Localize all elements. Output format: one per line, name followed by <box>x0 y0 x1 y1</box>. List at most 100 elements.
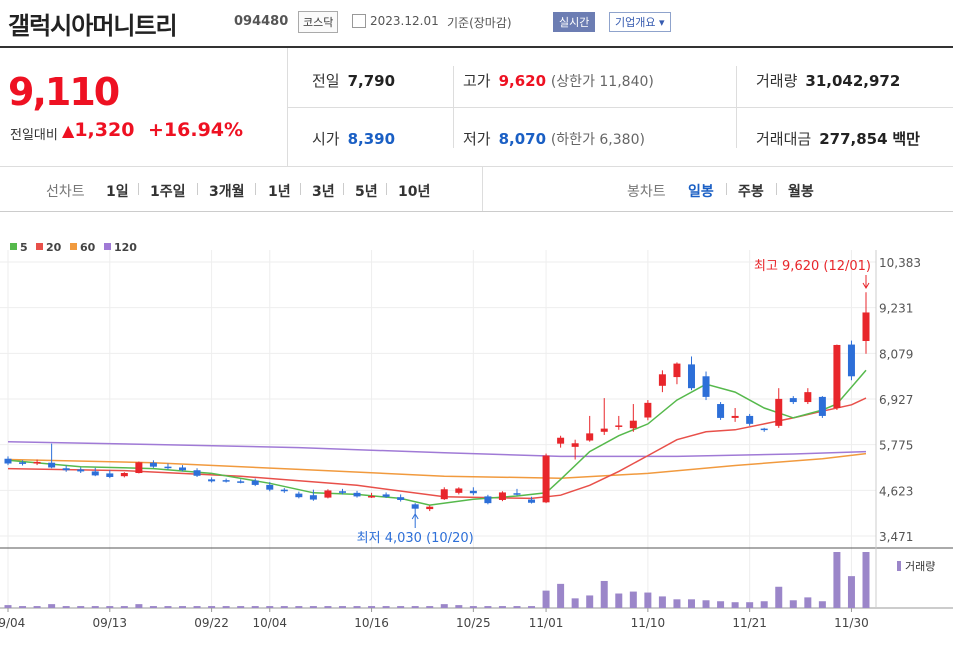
volume-bar <box>135 604 143 608</box>
candle-body <box>62 468 70 471</box>
tab-separator <box>776 183 777 195</box>
volume-bar <box>775 586 783 608</box>
tab-monthly[interactable]: 월봉 <box>788 184 814 200</box>
candle-body <box>542 455 550 503</box>
candle-body <box>33 461 41 464</box>
volume-bar <box>411 606 419 608</box>
volume-bar <box>33 606 41 608</box>
low: 저가 8,070 (하한가 6,380) <box>463 128 645 149</box>
candle-body <box>469 490 477 494</box>
legend-label: 5 <box>20 241 28 254</box>
line-chart-label: 선차트 <box>46 184 85 200</box>
volume-bar <box>862 552 870 608</box>
volume-bar <box>731 602 739 608</box>
tab-3m[interactable]: 3개월 <box>209 184 245 200</box>
volume-bar <box>586 595 594 608</box>
tab-separator <box>343 183 344 195</box>
volume-bar <box>222 606 230 608</box>
upper-limit: (상한가 11,840) <box>550 74 654 90</box>
volume-bar <box>338 606 346 608</box>
open-label: 시가 <box>312 130 340 148</box>
volume-bar <box>455 605 463 608</box>
tab-daily[interactable]: 일봉 <box>688 184 714 200</box>
volume-bar <box>324 606 332 608</box>
change-percent: +16.94% <box>148 119 244 141</box>
candle-body <box>673 363 681 378</box>
volume-bar <box>513 606 521 608</box>
legend-label: 20 <box>46 241 62 254</box>
candle-body <box>484 496 492 504</box>
candle-body <box>164 466 172 469</box>
realtime-button[interactable]: 실시간 <box>553 12 596 32</box>
legend-label: 60 <box>80 241 96 254</box>
current-price: 9,110 <box>8 70 120 114</box>
header: 갤럭시아머니트리 094480 코스닥 2023.12.01 기준(장마감) 실… <box>0 0 953 46</box>
candle-body <box>179 467 187 471</box>
volume-bar <box>789 600 797 608</box>
volume-bar <box>571 598 579 608</box>
x-tick-label: 09/13 <box>92 616 127 630</box>
volume-bar <box>48 604 56 608</box>
candle-body <box>338 491 346 493</box>
candle-body <box>629 420 637 429</box>
tab-1d[interactable]: 1일 <box>106 184 129 200</box>
tab-1w[interactable]: 1주일 <box>150 184 186 200</box>
high-label: 고가 <box>463 72 491 90</box>
legend-label: 120 <box>114 241 137 254</box>
volume-bar <box>615 593 623 608</box>
candle-body <box>847 344 855 377</box>
volume-bar <box>833 552 841 608</box>
candle-body <box>644 402 652 418</box>
legend-swatch <box>70 243 77 250</box>
candle-body <box>760 428 768 431</box>
candle-body <box>135 462 143 474</box>
prev-close-value: 7,790 <box>347 72 396 90</box>
candle-body <box>280 489 288 492</box>
y-tick-label: 10,383 <box>879 256 921 270</box>
x-tick-label: 11/10 <box>631 616 666 630</box>
trade-value-label: 거래대금 <box>756 130 812 148</box>
volume-bar <box>164 606 172 608</box>
tab-5y[interactable]: 5년 <box>355 184 378 200</box>
legend-swatch <box>104 243 111 250</box>
candle-body <box>717 404 725 418</box>
divider <box>482 167 483 211</box>
tab-separator <box>255 183 256 195</box>
volume-bar <box>77 606 85 608</box>
candle-body <box>48 462 56 468</box>
candle-body <box>193 470 201 476</box>
volume-legend-swatch <box>897 561 901 571</box>
candle-body <box>557 437 565 444</box>
tab-weekly[interactable]: 주봉 <box>738 184 764 200</box>
candle-body <box>324 490 332 498</box>
quote-basis: 기준(장마감) <box>447 16 512 30</box>
candle-body <box>149 462 157 467</box>
trade-value: 거래대금 277,854 백만 <box>756 128 920 149</box>
candle-body <box>397 497 405 500</box>
divider <box>288 107 953 108</box>
tab-separator <box>726 183 727 195</box>
volume-bar <box>251 606 259 608</box>
open-value: 8,390 <box>347 130 396 148</box>
quote-date: 2023.12.01 <box>370 14 439 28</box>
volume-bar <box>106 606 114 608</box>
calendar-icon <box>352 14 366 28</box>
volume-bar <box>353 606 361 608</box>
low-label: 저가 <box>463 130 491 148</box>
volume-bar <box>717 601 725 608</box>
volume-bar <box>440 604 448 608</box>
tab-3y[interactable]: 3년 <box>312 184 335 200</box>
company-info-dropdown[interactable]: 기업개요 ▾ <box>609 12 671 32</box>
volume-bar <box>702 600 710 608</box>
volume-bar <box>309 606 317 608</box>
high: 고가 9,620 (상한가 11,840) <box>463 70 654 91</box>
tab-10y[interactable]: 10년 <box>398 184 431 200</box>
volume-bar <box>397 606 405 608</box>
volume-bar <box>542 590 550 608</box>
candle-body <box>4 458 12 464</box>
candle-body <box>746 415 754 424</box>
tab-1y[interactable]: 1년 <box>268 184 291 200</box>
volume-bar <box>120 606 128 608</box>
candle-body <box>251 480 259 485</box>
